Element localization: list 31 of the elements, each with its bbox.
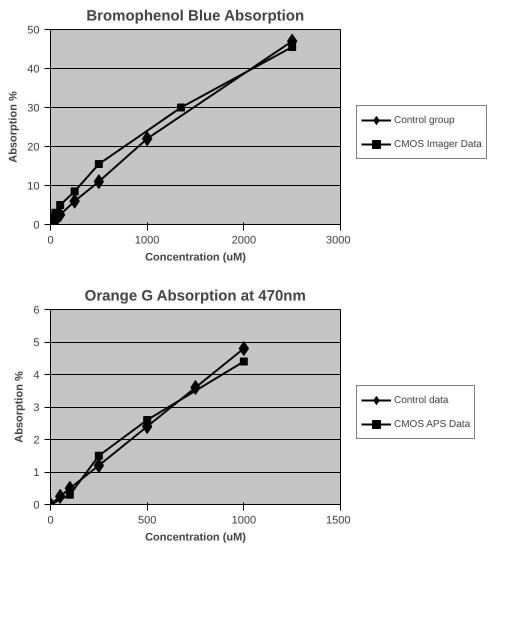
y-tick-label: 3: [33, 402, 40, 414]
x-axis-title: Concentration (uM): [145, 252, 246, 264]
legend-label: Control group: [394, 114, 455, 126]
y-tick-label: 5: [33, 337, 40, 349]
legend-label: CMOS Imager Data: [394, 138, 482, 150]
y-tick-label: 1: [33, 467, 40, 479]
y-tick-label: 0: [33, 500, 40, 512]
legend-label: Control data: [394, 394, 448, 406]
x-axis-title: Concentration (uM): [145, 532, 246, 544]
x-tick-label: 500: [138, 514, 156, 526]
x-tick-label: 0: [47, 514, 54, 526]
x-tick-label: 1000: [232, 514, 256, 526]
x-tick-label: 1000: [134, 234, 160, 246]
chart-title: Orange G Absorption at 470nm: [84, 288, 306, 304]
y-axis-title: Absorption %: [13, 371, 26, 443]
y-tick-label: 6: [33, 304, 40, 316]
y-tick-label: 20: [27, 142, 40, 154]
chart-title: Bromophenol Blue Absorption: [86, 8, 304, 24]
y-tick-label: 2: [33, 434, 40, 446]
x-tick-label: 3000: [326, 234, 351, 246]
legend-label: CMOS APS Data: [394, 418, 470, 430]
y-tick-label: 4: [33, 370, 40, 382]
y-axis-title: Absorption %: [7, 91, 20, 163]
x-tick-label: 0: [47, 234, 54, 246]
y-tick-label: 30: [27, 102, 40, 114]
y-tick-label: 50: [27, 24, 40, 36]
y-tick-label: 10: [27, 180, 40, 192]
y-tick-label: 40: [27, 64, 40, 76]
x-tick-label: 2000: [232, 234, 256, 246]
x-tick-label: 1500: [326, 514, 351, 526]
y-tick-label: 0: [33, 220, 40, 232]
